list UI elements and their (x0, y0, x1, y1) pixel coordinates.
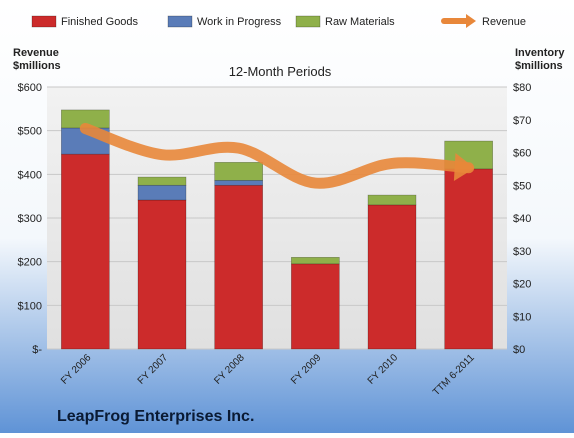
left-tick-label: $600 (18, 82, 42, 94)
bar-finished-goods (367, 204, 417, 350)
left-tick-label: $300 (18, 213, 42, 225)
legend-label: Revenue (482, 16, 526, 28)
legend: Finished Goods Work in Progress Raw Materi… (31, 14, 526, 28)
company-name: LeapFrog Enterprises Inc. (57, 408, 254, 425)
legend-swatch (31, 15, 57, 28)
legend-swatch (295, 15, 321, 28)
bar-work-in-progress (214, 180, 263, 186)
right-tick-label: $70 (513, 115, 531, 127)
right-tick-label: $40 (513, 213, 531, 225)
right-tick-label: $30 (513, 246, 531, 258)
left-tick-label: $200 (18, 257, 42, 269)
left-axis-title-line2: $millions (13, 60, 61, 72)
bar-raw-materials (367, 194, 417, 206)
left-tick-label: $400 (18, 169, 42, 181)
bar-raw-materials (214, 162, 263, 181)
bar-finished-goods (214, 184, 263, 350)
left-tick-label: $- (32, 344, 42, 356)
bars (61, 109, 493, 350)
bar-work-in-progress (137, 184, 187, 201)
left-tick-label: $500 (18, 126, 42, 138)
legend-label: Finished Goods (61, 16, 139, 28)
legend-label: Work in Progress (197, 16, 282, 28)
left-axis-title-line1: Revenue (13, 47, 59, 59)
bar-finished-goods (444, 168, 493, 350)
right-tick-label: $80 (513, 82, 531, 94)
revenue-line (79, 122, 475, 189)
right-tick-label: $20 (513, 279, 531, 291)
bar-raw-materials (137, 176, 187, 186)
legend-label: Raw Materials (325, 16, 395, 28)
revenue-line-layer (79, 122, 475, 189)
bar-finished-goods (137, 199, 187, 350)
bar-finished-goods (291, 263, 340, 350)
chart-subtitle: 12-Month Periods (229, 64, 332, 79)
legend-swatch-arrow (466, 14, 476, 28)
right-tick-label: $10 (513, 311, 531, 323)
grid-lines (47, 86, 507, 350)
bar-raw-materials (291, 256, 340, 265)
right-axis-title-line2: $millions (515, 60, 563, 72)
right-axis-ticks: $0 $10 $20 $30 $40 $50 $60 $70 $80 (513, 82, 531, 356)
right-axis-title-line1: Inventory (515, 47, 565, 59)
legend-swatch (167, 15, 193, 28)
right-tick-label: $50 (513, 180, 531, 192)
revenue-arrowhead (453, 153, 475, 181)
left-tick-label: $100 (18, 300, 42, 312)
left-axis-ticks: $- $100 $200 $300 $400 $500 $600 (18, 82, 43, 356)
right-tick-label: $0 (513, 344, 525, 356)
bar-finished-goods (61, 153, 110, 350)
right-tick-label: $60 (513, 148, 531, 160)
